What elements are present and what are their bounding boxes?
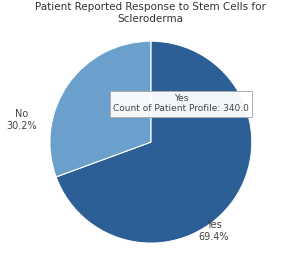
Wedge shape <box>56 41 252 243</box>
Text: No
30.2%: No 30.2% <box>6 109 37 131</box>
Text: Yes
69.4%: Yes 69.4% <box>198 220 229 242</box>
Text: Yes
Count of Patient Profile: 340.0: Yes Count of Patient Profile: 340.0 <box>113 94 249 113</box>
Title: Patient Reported Response to Stem Cells for Scleroderma: Patient Reported Response to Stem Cells … <box>35 2 266 24</box>
Wedge shape <box>50 41 151 177</box>
